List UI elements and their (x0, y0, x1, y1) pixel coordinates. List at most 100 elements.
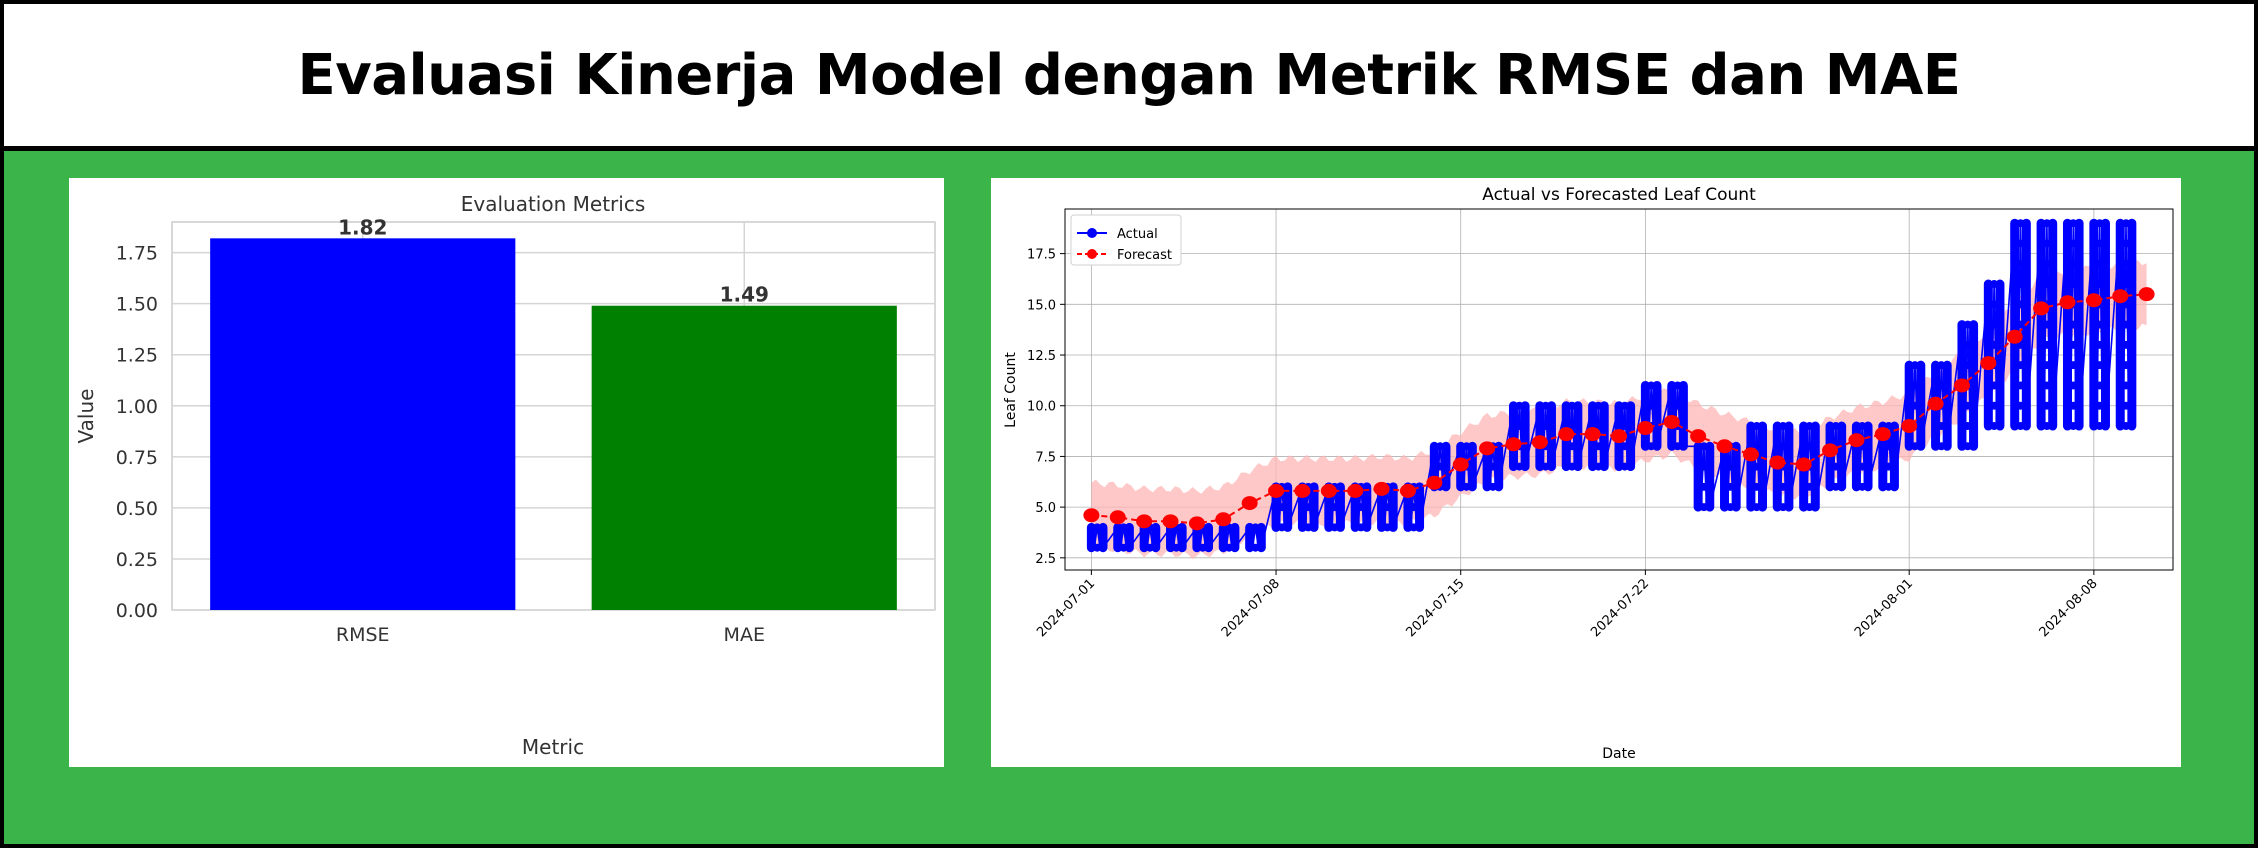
actual-point (2095, 422, 2104, 431)
bar-xtick-label: MAE (724, 624, 765, 646)
actual-point (2122, 340, 2131, 349)
actual-point (1805, 503, 1814, 512)
forecast-point (1901, 419, 1918, 434)
actual-point (1647, 381, 1656, 390)
forecast-point (1953, 378, 1970, 393)
actual-point (2069, 280, 2078, 289)
actual-point (2042, 422, 2051, 431)
line-chart-title: Actual vs Forecasted Leaf Count (1482, 185, 1756, 205)
actual-point (2042, 219, 2051, 228)
actual-point (1910, 381, 1919, 390)
forecast-point (1848, 433, 1865, 448)
actual-point (1963, 401, 1972, 410)
bar-ytick-label: 0.00 (116, 600, 158, 622)
forecast-point (1241, 496, 1258, 511)
forecast-point (2033, 301, 2050, 316)
actual-point (1937, 361, 1946, 370)
bar-ytick-label: 0.50 (116, 498, 158, 520)
actual-point (2122, 259, 2131, 268)
forecast-point (1558, 427, 1575, 442)
actual-point (2016, 239, 2025, 248)
forecast-point (1716, 439, 1733, 454)
actual-point (1858, 482, 1867, 491)
actual-point (1356, 523, 1365, 532)
bar-ytick-label: 1.75 (116, 243, 158, 265)
actual-point (2069, 401, 2078, 410)
actual-point (1119, 543, 1128, 552)
actual-point (1383, 503, 1392, 512)
forecast-point (1505, 437, 1522, 452)
forecast-point (1188, 516, 1205, 531)
actual-point (1620, 442, 1629, 451)
actual-point (2122, 219, 2131, 228)
actual-point (2069, 259, 2078, 268)
actual-point (2069, 340, 2078, 349)
actual-point (2095, 320, 2104, 329)
actual-point (2095, 340, 2104, 349)
bar-mae (591, 305, 897, 610)
actual-point (1990, 300, 1999, 309)
actual-point (2042, 401, 2051, 410)
forecast-point (1320, 483, 1337, 498)
actual-point (1990, 401, 1999, 410)
actual-point (1699, 482, 1708, 491)
actual-point (1910, 361, 1919, 370)
line-ytick-label: 12.5 (1027, 349, 1056, 364)
actual-point (2016, 219, 2025, 228)
forecast-point (1927, 396, 1944, 411)
forecast-point (1980, 356, 1997, 371)
actual-point (1541, 401, 1550, 410)
actual-point (1594, 462, 1603, 471)
actual-point (2042, 340, 2051, 349)
actual-point (1330, 523, 1339, 532)
actual-point (1963, 442, 1972, 451)
actual-point (1858, 422, 1867, 431)
actual-point (1093, 543, 1102, 552)
bar-chart: 1.82 1.49 0.00 0.25 0.50 0.75 1.00 1.25 1.50 1.7… (74, 192, 936, 759)
bar-chart-xlabel: Metric (522, 735, 584, 759)
bar-value-label: 1.82 (338, 215, 387, 239)
actual-point (1568, 442, 1577, 451)
actual-point (1752, 482, 1761, 491)
actual-point (1963, 340, 1972, 349)
line-ytick-label: 17.5 (1027, 248, 1056, 263)
forecast-point (1109, 510, 1126, 525)
legend-actual: Actual (1117, 227, 1158, 242)
actual-point (2042, 239, 2051, 248)
plot-area (1064, 208, 2174, 571)
forecast-point (1268, 483, 1285, 498)
actual-point (1462, 482, 1471, 491)
actual-point (1805, 442, 1814, 451)
actual-point (1884, 482, 1893, 491)
actual-point (1699, 503, 1708, 512)
forecast-point (1452, 457, 1469, 472)
actual-point (1963, 422, 1972, 431)
actual-point (1779, 422, 1788, 431)
actual-point (2016, 259, 2025, 268)
actual-point (2122, 280, 2131, 289)
bar-ytick-label: 0.75 (116, 447, 158, 469)
actual-point (2016, 300, 2025, 309)
forecast-point (1690, 429, 1707, 444)
page-title: Evaluasi Kinerja Model dengan Metrik RMS… (297, 42, 1961, 108)
line-xtick-label: 2024-08-08 (2037, 576, 2101, 640)
actual-point (2122, 381, 2131, 390)
forecast-point (1347, 483, 1364, 498)
actual-point (2095, 280, 2104, 289)
actual-point (1436, 462, 1445, 471)
actual-point (1779, 482, 1788, 491)
actual-point (2095, 239, 2104, 248)
actual-point (1462, 442, 1471, 451)
actual-point (1383, 523, 1392, 532)
line-ytick-label: 2.5 (1035, 552, 1056, 567)
forecast-point (2059, 295, 2076, 310)
line-xtick-label: 2024-07-15 (1404, 576, 1468, 640)
forecast-point (1215, 512, 1232, 527)
actual-point (1277, 523, 1286, 532)
bar-xtick-label: RMSE (336, 624, 390, 646)
actual-point (1673, 442, 1682, 451)
actual-point (2016, 401, 2025, 410)
actual-point (2095, 361, 2104, 370)
bar-ytick-label: 1.25 (116, 345, 158, 367)
actual-point (2095, 219, 2104, 228)
